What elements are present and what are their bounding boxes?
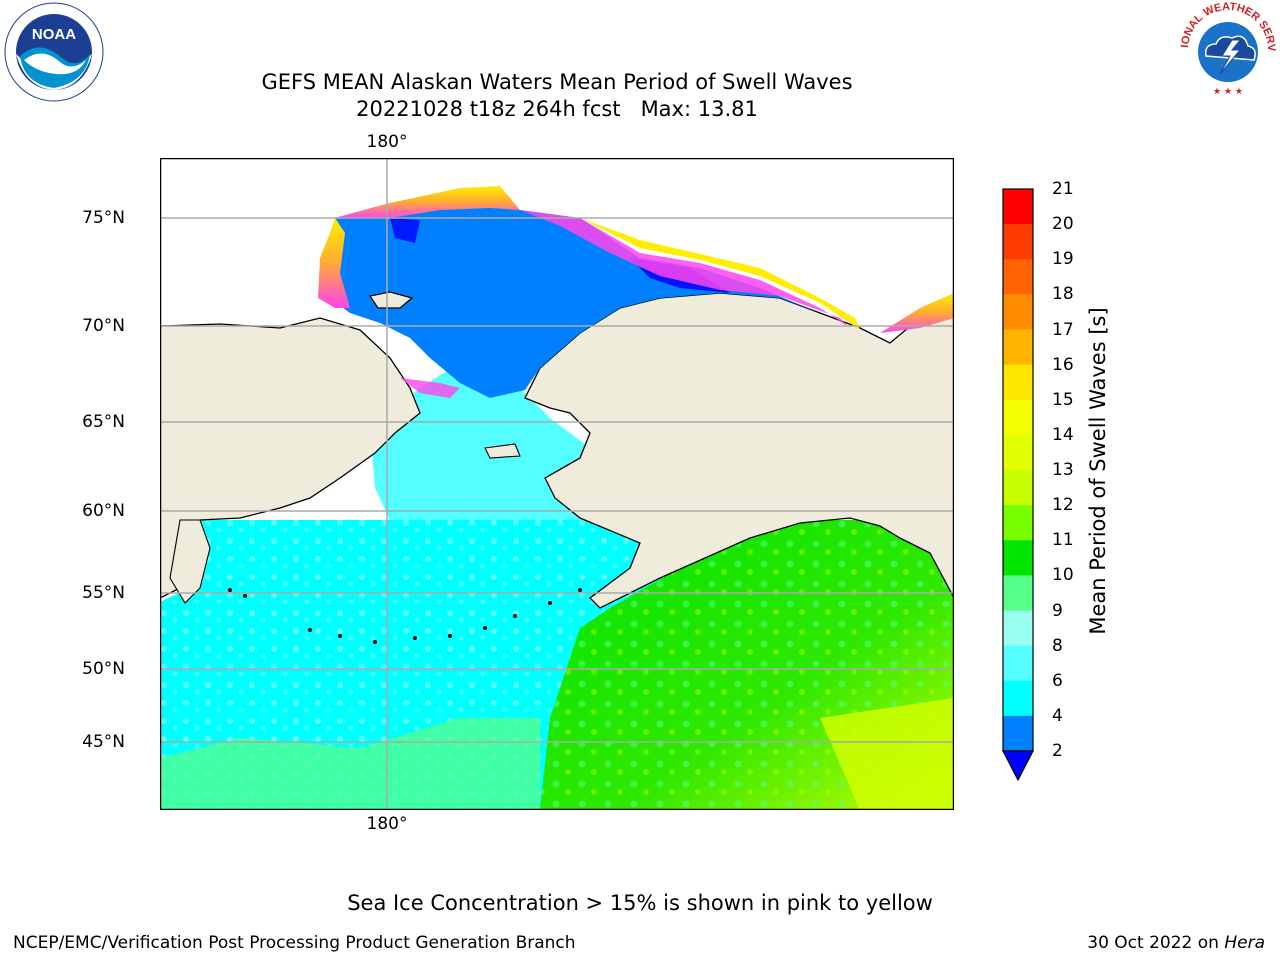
graticule	[160, 158, 954, 810]
colorbar-swatch	[1003, 680, 1033, 717]
lat-label-60n: 60°N	[82, 501, 125, 521]
sea-ice-fringe-north	[335, 186, 520, 218]
colorbar-swatch	[1003, 575, 1033, 611]
nws-logo: NATIONAL WEATHER SERVICE ★ ★ ★	[1172, 0, 1280, 98]
warm-swell-patch	[820, 698, 954, 810]
lat-label-50n: 50°N	[82, 659, 125, 679]
colorbar-tick-label: 13	[1052, 460, 1074, 480]
colorbar-swatch	[1003, 610, 1033, 647]
colorbar-swatch	[1003, 399, 1033, 436]
lat-label-55n: 55°N	[82, 583, 125, 603]
lat-label-75n: 75°N	[82, 208, 125, 228]
colorbar-tick-label: 14	[1052, 424, 1074, 445]
nws-logo-icon: NATIONAL WEATHER SERVICE ★ ★ ★	[1172, 0, 1277, 97]
colorbar-tick-label: 20	[1052, 214, 1074, 235]
colorbar-tick-label: 21	[1052, 179, 1074, 199]
sea-ice-fringe-alaska	[520, 210, 850, 328]
colorbar-tick-label: 2	[1052, 741, 1063, 761]
colorbar-swatch	[1003, 540, 1033, 576]
colorbar-swatch	[1003, 189, 1033, 225]
lon-label-top: 180°	[366, 132, 408, 152]
colorbar-tick-label: 11	[1052, 530, 1074, 551]
colorbar-swatch	[1003, 364, 1033, 401]
colorbar-tick-label: 8	[1052, 635, 1063, 656]
colorbar-swatch	[1003, 329, 1033, 366]
colorbar-tick-label: 17	[1052, 319, 1074, 340]
svg-text:★ ★ ★: ★ ★ ★	[1213, 87, 1243, 97]
colorbar-frame	[1002, 188, 1034, 752]
colorbar-tick-label: 10	[1052, 565, 1074, 586]
lat-label-70n: 70°N	[82, 316, 125, 336]
colorbar-swatch	[1003, 715, 1033, 752]
colorbar-swatches	[1003, 189, 1033, 752]
colorbar-tick-label: 9	[1052, 600, 1063, 621]
footer-note: Sea Ice Concentration > 15% is shown in …	[347, 891, 933, 915]
colorbar-tick-label: 19	[1052, 249, 1074, 270]
colorbar-tick-label: 12	[1052, 495, 1074, 516]
colorbar-tick-label: 6	[1052, 670, 1063, 691]
st-lawrence-island	[484, 443, 521, 459]
arctic-ocean-blue-region	[330, 198, 820, 398]
noaa-logo-icon: NOAA	[4, 2, 104, 102]
lat-label-45n: 45°N	[82, 732, 125, 752]
map-subtitle: 20221028 t18z 264h fcst Max: 13.81	[356, 97, 758, 121]
colorbar-label: Mean Period of Swell Waves [s]	[1086, 307, 1110, 635]
aleutian-islands	[228, 588, 582, 644]
colorbar-min-extend-arrow	[1002, 750, 1034, 782]
noaa-logo-text: NOAA	[32, 26, 76, 43]
colorbar-swatch	[1003, 434, 1033, 471]
kamchatka-peninsula	[169, 519, 211, 604]
noaa-logo: NOAA	[2, 2, 106, 102]
footer-credit: NCEP/EMC/Verification Post Processing Pr…	[13, 933, 576, 953]
colorbar-swatch	[1003, 645, 1033, 682]
lon-label-bottom: 180°	[366, 814, 408, 834]
colorbar-swatch	[1003, 259, 1033, 295]
map-frame	[160, 158, 954, 810]
colorbar-tick-label: 15	[1052, 389, 1074, 410]
footer-machine: Hera	[1224, 933, 1265, 953]
colorbar-tick-label: 16	[1052, 354, 1074, 375]
colorbar-swatch	[1003, 505, 1033, 541]
lat-label-65n: 65°N	[82, 412, 125, 432]
colorbar-swatch	[1003, 224, 1033, 260]
map-title: GEFS MEAN Alaskan Waters Mean Period of …	[261, 70, 853, 94]
colorbar-swatch	[1003, 294, 1033, 330]
colorbar-tick-label: 18	[1052, 284, 1074, 305]
footer-date-text: 30 Oct 2022 on	[1087, 933, 1225, 953]
footer-date: 30 Oct 2022 on Hera	[1087, 933, 1265, 953]
colorbar	[1002, 188, 1034, 782]
map-panel	[160, 158, 954, 810]
colorbar-swatch	[1003, 470, 1033, 506]
colorbar-tick-label: 4	[1052, 705, 1063, 726]
